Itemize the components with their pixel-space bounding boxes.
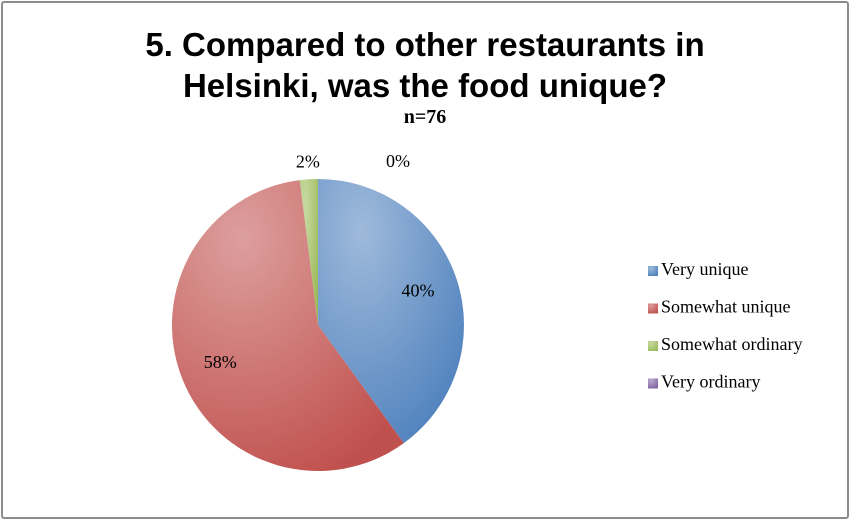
legend-label: Somewhat unique — [661, 297, 790, 317]
legend-swatch — [648, 378, 658, 389]
pie-slice — [318, 179, 464, 444]
pie-slice — [172, 180, 404, 472]
legend-label: Very unique — [661, 259, 748, 279]
data-label: 0% — [386, 151, 410, 171]
data-label: 58% — [204, 352, 237, 372]
chart-title: 5. Compared to other restaurants in Hels… — [145, 26, 705, 104]
data-label: 40% — [401, 281, 434, 301]
chart-subtitle: n=76 — [403, 106, 447, 128]
legend-swatch — [648, 303, 658, 314]
pie-slice — [299, 179, 318, 325]
legend-label: Somewhat ordinary — [661, 334, 802, 354]
data-label: 2% — [296, 151, 320, 171]
legend-label: Very ordinary — [661, 372, 760, 392]
legend-swatch — [648, 266, 658, 276]
legend-swatch — [648, 341, 658, 351]
